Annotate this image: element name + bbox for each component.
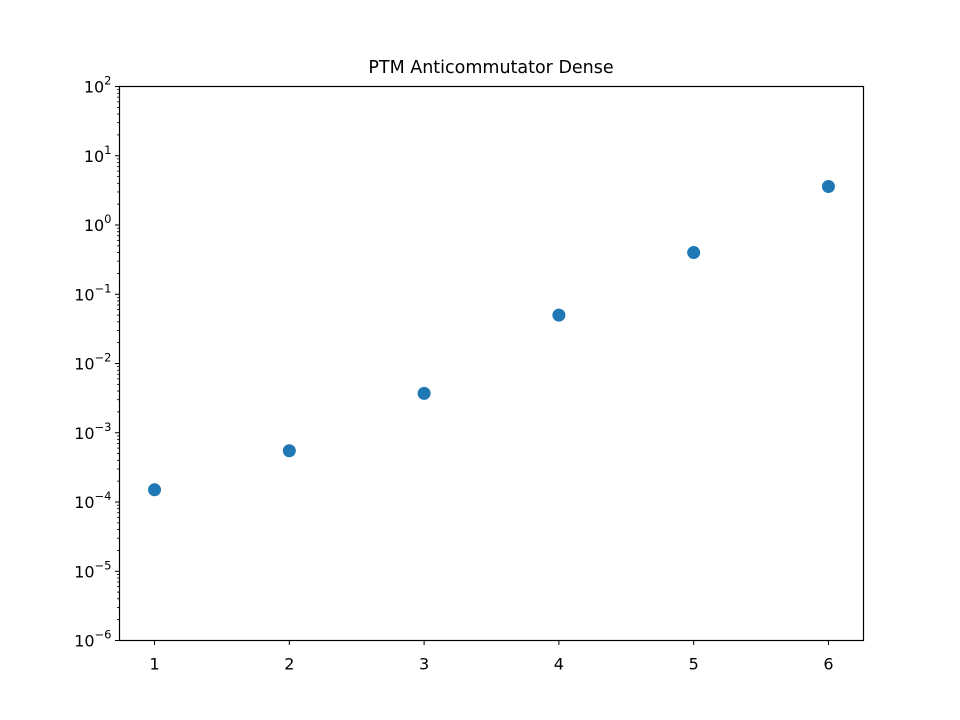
- x-tick-label: 5: [689, 655, 699, 674]
- y-tick-exponent: −6: [95, 628, 112, 642]
- scatter-point: [417, 386, 431, 400]
- y-tick-exponent: 1: [104, 143, 111, 157]
- y-tick-base: 10: [74, 424, 94, 443]
- y-tick-base: 10: [74, 562, 94, 581]
- y-tick-base: 10: [84, 147, 104, 166]
- y-tick-label: 101: [84, 143, 112, 166]
- y-tick-label: 10−2: [74, 351, 111, 374]
- x-tick-label: 3: [419, 655, 429, 674]
- y-tick-exponent: −1: [95, 281, 112, 295]
- y-tick-base: 10: [74, 493, 94, 512]
- y-tick-label: 10−6: [74, 628, 111, 651]
- x-tick-label: 2: [284, 655, 294, 674]
- y-tick-label: 10−5: [74, 558, 111, 581]
- scatter-point: [148, 483, 162, 497]
- y-tick-base: 10: [84, 216, 104, 235]
- y-tick-label: 102: [84, 74, 112, 97]
- x-tick-label: 4: [554, 655, 564, 674]
- y-tick-label: 10−4: [74, 489, 111, 512]
- y-tick-label: 100: [84, 212, 112, 235]
- y-tick-label: 10−1: [74, 281, 111, 304]
- y-tick-base: 10: [74, 355, 94, 374]
- scatter-point: [552, 308, 566, 322]
- y-tick-exponent: −3: [95, 420, 112, 434]
- y-tick-exponent: −2: [95, 351, 112, 365]
- y-tick-exponent: −4: [95, 489, 112, 503]
- x-tick-label: 1: [149, 655, 159, 674]
- scatter-points: [148, 179, 835, 497]
- y-tick-base: 10: [84, 78, 104, 97]
- y-tick-base: 10: [74, 632, 94, 651]
- y-tick-label: 10−3: [74, 420, 111, 443]
- y-tick-exponent: 2: [104, 74, 111, 88]
- scatter-point: [687, 246, 701, 260]
- y-tick-exponent: −5: [95, 558, 112, 572]
- y-tick-base: 10: [74, 285, 94, 304]
- axes-frame: [118, 85, 865, 642]
- scatter-point: [282, 444, 296, 458]
- scatter-point: [821, 179, 835, 193]
- x-tick-label: 6: [823, 655, 833, 674]
- chart-title: PTM Anticommutator Dense: [368, 58, 613, 78]
- y-tick-exponent: 0: [104, 212, 111, 226]
- x-axis: 1 2 3 4 5 6: [149, 640, 834, 674]
